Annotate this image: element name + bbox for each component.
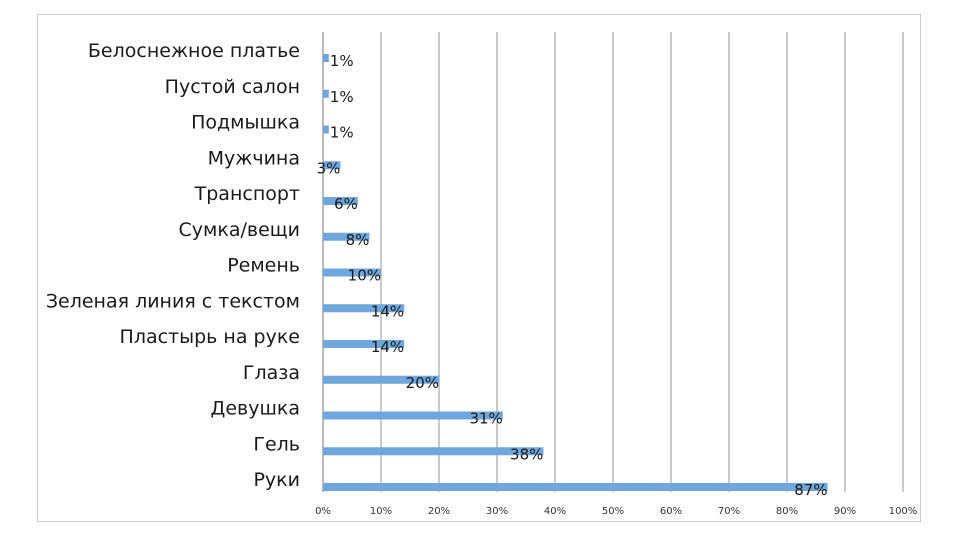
- data-labels: 1%1%1%3%6%8%10%14%14%20%31%38%87%: [317, 52, 828, 499]
- category-label: Девушка: [211, 398, 300, 420]
- data-label: 31%: [469, 410, 502, 428]
- x-tick-label: 50%: [602, 506, 624, 517]
- x-tick-label: 10%: [370, 506, 392, 517]
- bars: [323, 54, 828, 491]
- category-label: Мужчина: [208, 147, 300, 169]
- x-tick-label: 40%: [544, 506, 566, 517]
- data-label: 3%: [317, 159, 341, 177]
- category-label: Ремень: [227, 255, 300, 277]
- category-label: Транспорт: [194, 183, 300, 205]
- category-label: Пустой салон: [165, 76, 300, 98]
- category-label: Сумка/вещи: [179, 219, 301, 241]
- bar: [323, 268, 381, 277]
- data-label: 1%: [330, 88, 354, 106]
- category-label: Подмышка: [191, 112, 300, 134]
- category-label: Зеленая линия с текстом: [46, 290, 300, 312]
- x-tick-label: 30%: [486, 506, 508, 517]
- bar: [323, 125, 329, 134]
- bar: [323, 304, 405, 313]
- x-tick-label: 90%: [834, 506, 856, 517]
- category-label: Глаза: [243, 362, 300, 384]
- x-tick-label: 70%: [718, 506, 740, 517]
- chart-frame: [37, 14, 921, 522]
- data-label: 14%: [371, 338, 404, 356]
- bar: [323, 340, 405, 348]
- category-label: Белоснежное платье: [88, 40, 300, 62]
- data-label: 87%: [794, 481, 827, 499]
- x-tick-label: 80%: [776, 506, 798, 517]
- bar: [323, 161, 341, 170]
- bar: [323, 447, 544, 456]
- bar: [323, 232, 370, 241]
- data-label: 1%: [330, 52, 354, 70]
- bar: [323, 89, 329, 98]
- x-tick-label: 100%: [889, 506, 918, 517]
- bar: [323, 375, 439, 384]
- data-label: 1%: [330, 124, 354, 142]
- data-label: 10%: [348, 267, 381, 285]
- category-label: Руки: [253, 469, 300, 491]
- gridlines: [322, 32, 904, 492]
- bar: [323, 54, 329, 62]
- bar: [323, 411, 503, 420]
- data-label: 20%: [406, 374, 439, 392]
- category-label: Гель: [253, 433, 300, 455]
- bar: [323, 483, 828, 491]
- bar: [323, 197, 358, 205]
- x-tick-labels: 0% 10% 20% 30% 40% 50% 60% 70% 80% 90% 100%: [315, 506, 917, 517]
- x-tick-label: 20%: [428, 506, 450, 517]
- data-label: 38%: [510, 445, 543, 463]
- data-label: 14%: [371, 302, 404, 320]
- category-label: Пластырь на руке: [120, 326, 300, 348]
- data-label: 8%: [346, 231, 370, 249]
- x-tick-label: 60%: [660, 506, 682, 517]
- x-tick-label: 0%: [315, 506, 331, 517]
- category-labels: Белоснежное платье Пустой салон Подмышка Му…: [46, 40, 300, 491]
- data-label: 6%: [334, 195, 358, 213]
